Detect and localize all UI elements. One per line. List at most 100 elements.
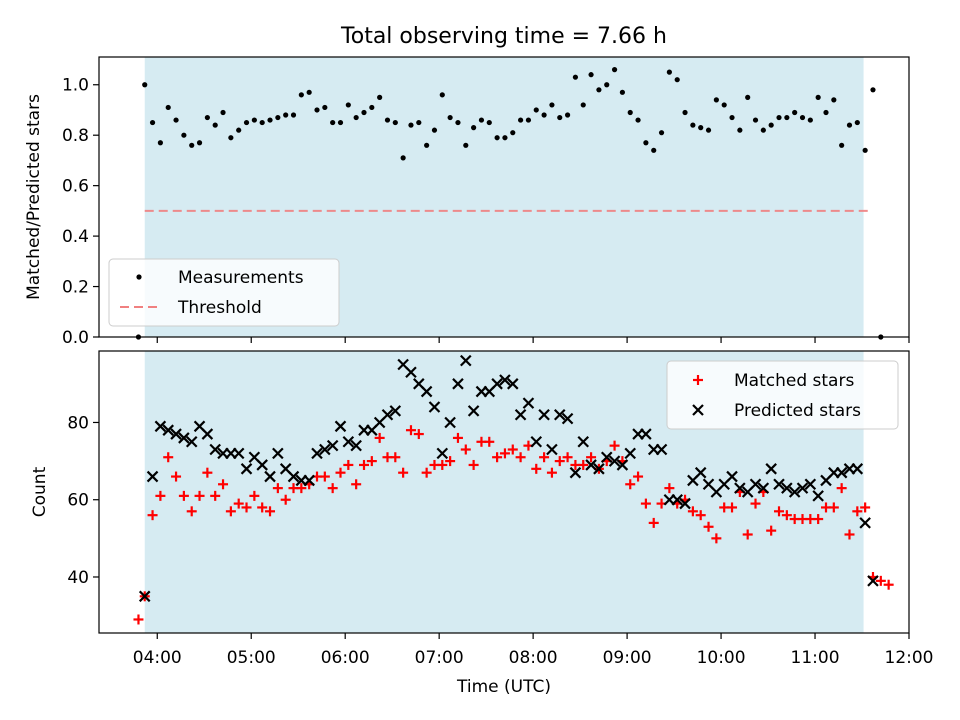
matched-star-point	[648, 517, 659, 528]
measurement-point	[259, 119, 265, 126]
predicted-star-point	[600, 451, 613, 464]
matched-star-point	[374, 432, 385, 443]
measurement-point	[478, 117, 485, 123]
matched-star-point	[766, 525, 777, 536]
matched-star-point	[836, 483, 847, 494]
predicted-star-point	[326, 439, 339, 452]
matched-star-point	[883, 579, 894, 590]
measurement-point	[173, 117, 179, 123]
matched-star-point	[194, 490, 205, 501]
measurement-point	[839, 142, 845, 148]
predicted-star-point	[154, 420, 167, 433]
predicted-star-point	[749, 478, 762, 491]
predicted-star-point	[491, 378, 503, 390]
predicted-star-point	[624, 447, 637, 460]
measurement-point	[486, 119, 492, 126]
x-tick-label: 09:00	[603, 648, 652, 668]
measurement-point	[314, 107, 320, 113]
bottom-y-ticks: 40 60 80	[67, 413, 99, 588]
predicted-star-point	[593, 463, 605, 475]
matched-star-point	[468, 459, 479, 470]
matched-star-point	[860, 502, 871, 513]
predicted-star-point	[694, 466, 707, 479]
measurement-point	[377, 94, 383, 100]
predicted-star-point	[146, 470, 159, 483]
predicted-star-point	[460, 354, 472, 367]
y-tick-label: 60	[67, 491, 89, 511]
predicted-star-point	[185, 436, 198, 448]
predicted-star-point	[608, 455, 621, 467]
measurement-point	[510, 130, 516, 136]
predicted-star-point	[350, 439, 362, 452]
matched-star-point	[554, 456, 565, 467]
predicted-star-point	[788, 486, 801, 498]
measurement-point	[298, 92, 304, 98]
matched-star-point	[640, 498, 651, 509]
matched-star-point	[249, 490, 260, 501]
predicted-star-point	[530, 436, 543, 448]
matched-star-point	[210, 490, 221, 501]
measurement-point	[330, 119, 336, 126]
measurement-point	[275, 114, 281, 121]
predicted-star-point	[311, 447, 323, 460]
measurement-point	[416, 119, 422, 126]
legend-cross	[692, 404, 704, 416]
predicted-star-point	[577, 436, 590, 448]
measurement-point	[854, 119, 860, 126]
predicted-star-point	[256, 459, 268, 471]
measurement-point	[283, 112, 289, 118]
matched-star-point	[241, 502, 252, 513]
predicted-star-point	[162, 424, 175, 436]
y-tick-label: 40	[67, 568, 89, 588]
legend-label-matched-stars: Matched stars	[734, 371, 854, 391]
matched-star-point	[327, 483, 338, 494]
matched-star-point	[484, 436, 495, 447]
measurement-point	[666, 69, 672, 75]
matched-star-point	[515, 452, 526, 463]
top-y-ticks: 0.0 0.2 0.4 0.6 0.8 1.0	[62, 76, 99, 348]
measurement-point	[823, 109, 829, 116]
matched-star-point	[133, 614, 144, 625]
measurement-point	[564, 112, 571, 118]
measurement-point	[729, 114, 735, 121]
matched-star-point	[625, 479, 636, 490]
legend-label-threshold: Threshold	[177, 298, 262, 318]
y-tick-label: 0.0	[62, 328, 89, 348]
measurement-point	[635, 117, 641, 123]
top-legend-box	[108, 258, 340, 327]
measurement-point	[580, 102, 586, 108]
measurement-point	[157, 140, 163, 146]
matched-star-point	[296, 483, 307, 494]
x-tick-label: 05:00	[227, 648, 276, 668]
y-tick-label: 0.6	[62, 177, 89, 197]
measurement-point	[345, 102, 351, 108]
measurement-point	[831, 97, 837, 103]
predicted-star-point	[514, 408, 527, 421]
predicted-star-point	[319, 443, 331, 456]
predicted-star-point	[765, 463, 777, 475]
measurement-point	[290, 112, 297, 118]
x-tick-label: 10:00	[697, 648, 746, 668]
y-tick-label: 0.4	[62, 227, 89, 247]
matched-star-point	[257, 502, 268, 513]
measurement-point	[431, 127, 438, 133]
measurement-point	[862, 147, 868, 153]
x-tick-label: 11:00	[791, 648, 840, 668]
matched-star-point	[366, 456, 377, 467]
measurement-point	[588, 72, 594, 78]
predicted-star-point	[616, 459, 629, 471]
x-axis-label: Time (UTC)	[456, 677, 551, 697]
bottom-legend: Matched stars Predicted stars	[666, 360, 899, 430]
matched-star-point	[711, 533, 722, 544]
matched-star-point	[265, 506, 276, 517]
matched-stars-points	[133, 425, 894, 625]
predicted-star-point	[467, 405, 480, 417]
matched-star-point	[398, 467, 409, 478]
measurement-point	[220, 109, 226, 116]
legend-label-predicted-stars: Predicted stars	[734, 401, 861, 421]
predicted-star-point	[671, 493, 683, 506]
predicted-star-point	[381, 408, 394, 421]
predicted-star-point	[781, 482, 793, 494]
legend-marker-matched-stars	[693, 375, 703, 385]
measurement-point	[424, 142, 430, 148]
